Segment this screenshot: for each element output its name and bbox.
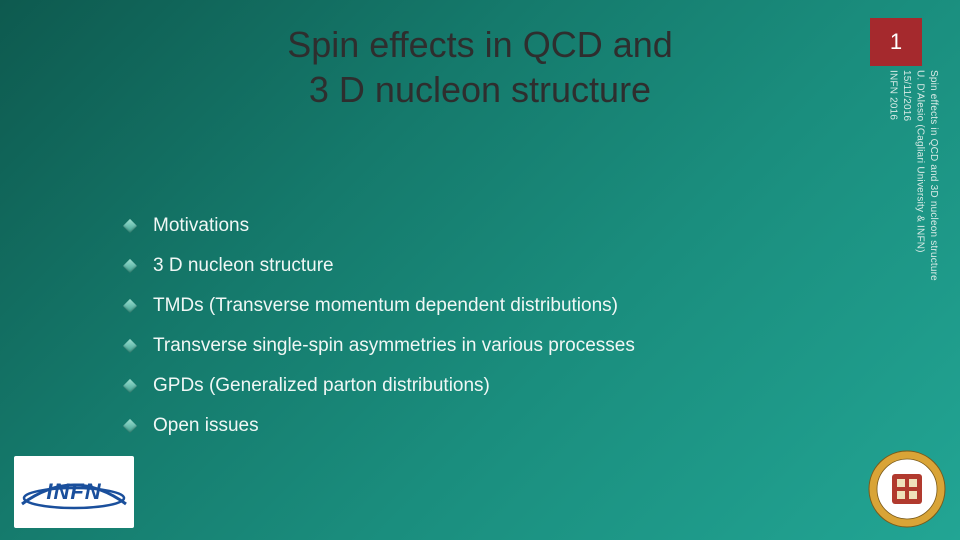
list-item: 3 D nucleon structure — [125, 255, 845, 277]
list-item: TMDs (Transverse momentum dependent dist… — [125, 295, 845, 317]
bullet-text: GPDs (Generalized parton distributions) — [153, 375, 490, 397]
diamond-icon — [123, 259, 137, 273]
sidebar-line: INFN 2016 — [886, 70, 900, 281]
diamond-icon — [123, 379, 137, 393]
list-item: Motivations — [125, 215, 845, 237]
bullet-text: TMDs (Transverse momentum dependent dist… — [153, 295, 618, 317]
slide: Spin effects in QCD and 3 D nucleon stru… — [0, 0, 960, 540]
list-item: GPDs (Generalized parton distributions) — [125, 375, 845, 397]
diamond-icon — [123, 419, 137, 433]
diamond-icon — [123, 219, 137, 233]
sidebar-line: 15/11/2016 — [900, 70, 914, 281]
diamond-icon — [123, 339, 137, 353]
title-line-2: 3 D nucleon structure — [309, 69, 651, 110]
infn-logo: INFN — [14, 456, 134, 528]
infn-text: INFN — [46, 479, 101, 505]
bullet-list: Motivations 3 D nucleon structure TMDs (… — [125, 215, 845, 455]
seal-icon — [868, 450, 946, 528]
title-line-1: Spin effects in QCD and — [287, 24, 673, 65]
list-item: Transverse single-spin asymmetries in va… — [125, 335, 845, 357]
bullet-text: Transverse single-spin asymmetries in va… — [153, 335, 635, 357]
diamond-icon — [123, 299, 137, 313]
university-seal-logo — [868, 450, 946, 528]
bullet-text: Motivations — [153, 215, 249, 237]
slide-title: Spin effects in QCD and 3 D nucleon stru… — [180, 22, 780, 112]
bullet-text: 3 D nucleon structure — [153, 255, 334, 277]
sidebar-metadata: Spin effects in QCD and 3D nucleon struc… — [886, 70, 940, 281]
bullet-text: Open issues — [153, 415, 259, 437]
list-item: Open issues — [125, 415, 845, 437]
sidebar-line: U. D'Alesio (Cagliari University & INFN) — [913, 70, 927, 281]
page-number: 1 — [890, 29, 902, 55]
page-number-badge: 1 — [870, 18, 922, 66]
sidebar-line: Spin effects in QCD and 3D nucleon struc… — [927, 70, 941, 281]
